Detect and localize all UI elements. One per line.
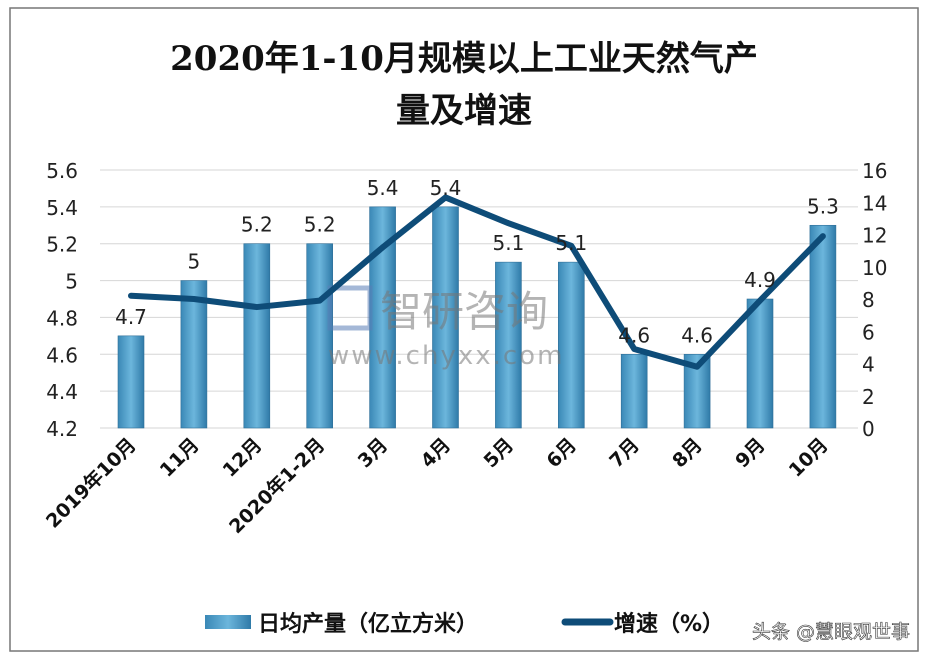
bar-data-label: 5.4 [367,176,399,200]
left-tick-label: 4.4 [46,380,78,404]
bar-data-label: 4.9 [744,268,776,292]
bar [243,243,271,429]
bar [620,353,648,429]
bar-data-label: 5.3 [807,194,839,218]
right-tick-label: 4 [862,353,875,377]
right-tick-label: 12 [862,224,887,248]
right-tick-label: 0 [862,417,875,441]
right-tick-label: 10 [862,256,887,280]
credit-watermark: 头条 @慧眼观世事 [752,621,910,643]
bar-data-label: 4.7 [115,305,147,329]
left-tick-label: 4.8 [46,306,78,330]
bar-data-label: 5.4 [430,176,462,200]
bar-data-label: 4.6 [681,323,713,347]
left-tick-label: 4.2 [46,417,78,441]
legend-bar-label: 日均产量（亿立方米） [258,611,478,637]
bar-data-label: 5.1 [492,231,524,255]
bar-data-label: 5.1 [555,231,587,255]
watermark-logo-icon [327,285,373,331]
chart-title-line-2: 量及增速 [396,91,532,131]
bar [432,206,459,429]
growth-line [128,194,826,370]
bar-data-label: 5.2 [304,213,336,237]
bar-data-label: 4.6 [618,323,650,347]
bar-data-label: 5.2 [241,213,273,237]
bar [306,243,334,429]
right-tick-label: 6 [862,320,875,344]
bar [746,298,774,429]
bar [557,261,585,429]
right-tick-label: 8 [862,288,875,312]
chart-title-line-1: 2020年1-10月规模以上工业天然气产 [170,39,758,79]
bar [180,280,208,429]
left-tick-label: 4.6 [46,343,78,367]
bar [495,261,522,429]
bar [809,224,837,429]
bar-data-label: 5 [188,250,201,274]
left-tick-label: 5.6 [46,159,78,183]
legend-line-label: 增速（%） [614,611,724,637]
right-tick-label: 16 [862,159,887,183]
right-tick-label: 2 [862,385,875,409]
left-tick-label: 5.4 [46,196,78,220]
watermark-url: www.chyxx.com [328,341,564,371]
right-tick-label: 14 [862,191,887,215]
left-tick-label: 5.2 [46,233,78,257]
left-tick-label: 5 [65,270,78,294]
legend-bar-swatch [205,615,251,629]
bar [117,335,145,429]
watermark-logo: 智研咨询 [380,287,548,336]
